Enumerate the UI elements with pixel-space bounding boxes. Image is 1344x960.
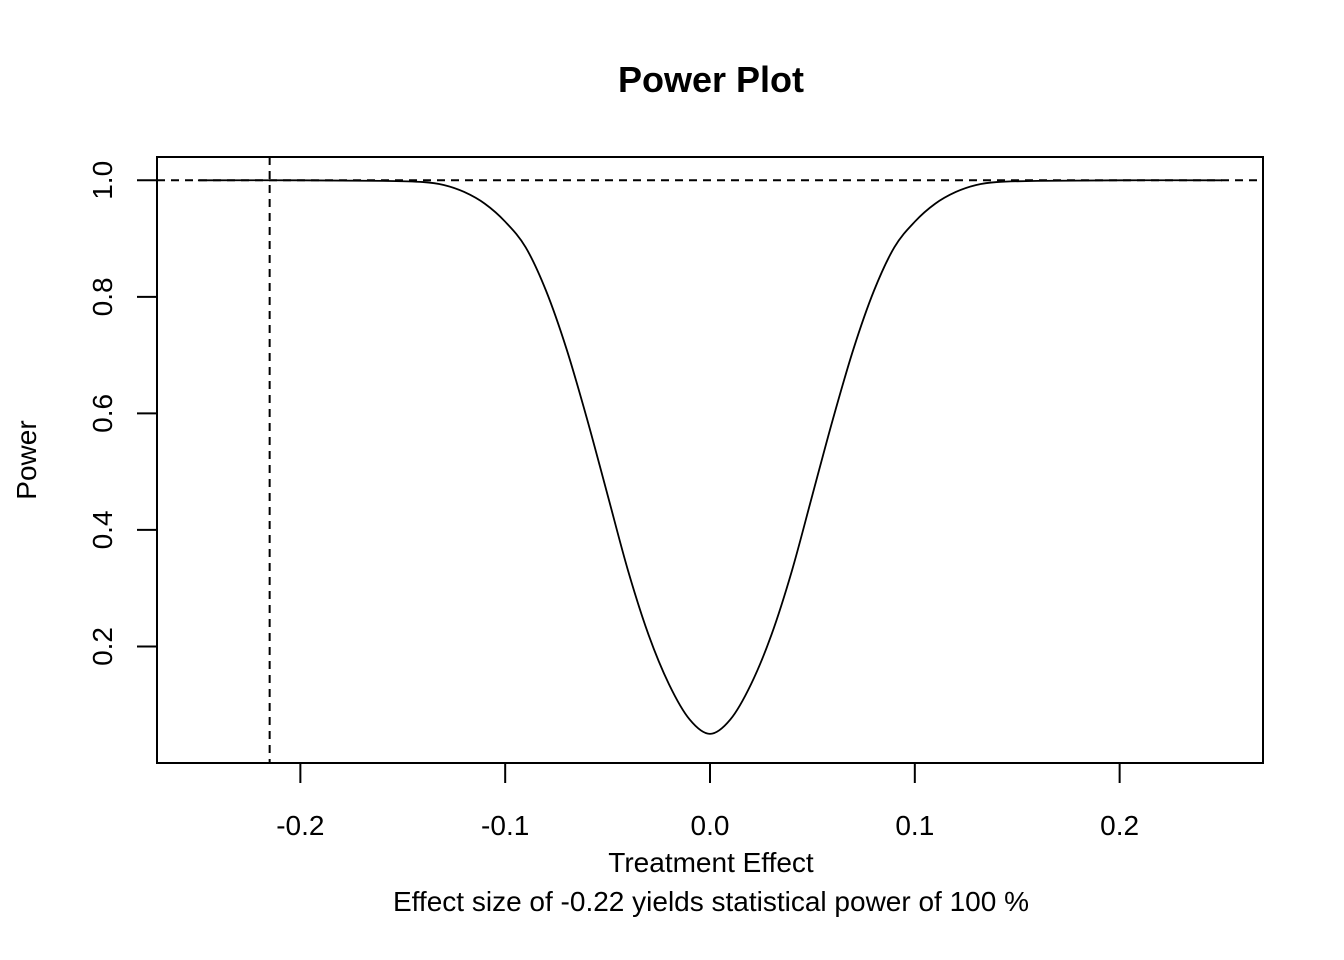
power-curve-line — [197, 179, 1223, 735]
y-tick-label: 1.0 — [87, 161, 118, 200]
plot-frame — [156, 156, 1264, 764]
y-axis-label: Power — [11, 420, 42, 499]
x-tick-label: 0.2 — [1100, 810, 1139, 841]
x-tick-label: 0.0 — [691, 810, 730, 841]
x-axis-label: Treatment Effect — [608, 847, 814, 878]
x-axis: -0.2 -0.1 0.0 0.1 0.2 — [276, 763, 1139, 841]
x-tick-label: 0.1 — [895, 810, 934, 841]
y-tick-label: 0.4 — [87, 510, 118, 549]
x-tick-label: -0.1 — [481, 810, 529, 841]
chart-title: Power Plot — [618, 59, 804, 100]
y-tick-label: 0.6 — [87, 394, 118, 433]
y-axis: 0.2 0.4 0.6 0.8 1.0 — [87, 161, 157, 666]
y-tick-label: 0.2 — [87, 627, 118, 666]
chart-subtitle: Effect size of -0.22 yields statistical … — [393, 886, 1029, 917]
y-tick-label: 0.8 — [87, 277, 118, 316]
x-tick-label: -0.2 — [276, 810, 324, 841]
